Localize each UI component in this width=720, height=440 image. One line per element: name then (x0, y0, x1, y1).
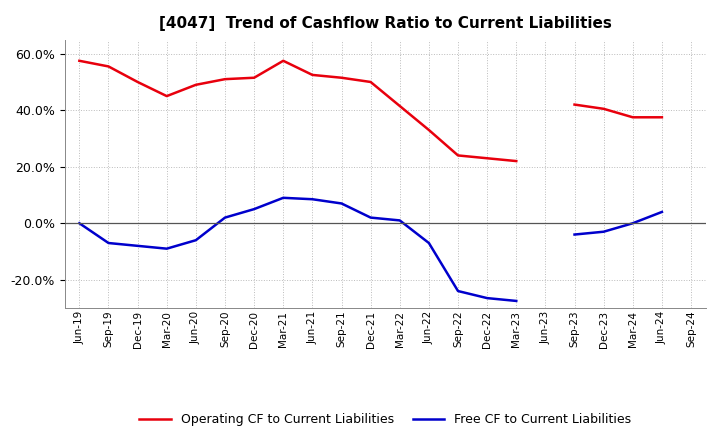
Free CF to Current Liabilities (75, 220, 84, 226)
Free CF to Current Liabilities (192, 238, 200, 243)
Free CF to Current Liabilities (425, 240, 433, 246)
Legend: Operating CF to Current Liabilities, Free CF to Current Liabilities: Operating CF to Current Liabilities, Fre… (135, 407, 636, 431)
Free CF to Current Liabilities (279, 195, 287, 201)
Operating CF to Current Liabilities (163, 93, 171, 99)
Operating CF to Current Liabilities (425, 127, 433, 132)
Line: Operating CF to Current Liabilities: Operating CF to Current Liabilities (79, 61, 516, 161)
Free CF to Current Liabilities (163, 246, 171, 251)
Operating CF to Current Liabilities (104, 64, 113, 69)
Free CF to Current Liabilities (337, 201, 346, 206)
Free CF to Current Liabilities (454, 288, 462, 293)
Operating CF to Current Liabilities (337, 75, 346, 81)
Free CF to Current Liabilities (250, 206, 258, 212)
Free CF to Current Liabilities (220, 215, 229, 220)
Free CF to Current Liabilities (104, 240, 113, 246)
Operating CF to Current Liabilities (75, 58, 84, 63)
Operating CF to Current Liabilities (454, 153, 462, 158)
Free CF to Current Liabilities (133, 243, 142, 249)
Free CF to Current Liabilities (512, 298, 521, 304)
Operating CF to Current Liabilities (512, 158, 521, 164)
Operating CF to Current Liabilities (220, 77, 229, 82)
Operating CF to Current Liabilities (250, 75, 258, 81)
Operating CF to Current Liabilities (366, 79, 375, 84)
Operating CF to Current Liabilities (395, 103, 404, 109)
Free CF to Current Liabilities (395, 218, 404, 223)
Line: Free CF to Current Liabilities: Free CF to Current Liabilities (79, 198, 516, 301)
Title: [4047]  Trend of Cashflow Ratio to Current Liabilities: [4047] Trend of Cashflow Ratio to Curren… (159, 16, 611, 32)
Operating CF to Current Liabilities (192, 82, 200, 88)
Free CF to Current Liabilities (366, 215, 375, 220)
Free CF to Current Liabilities (308, 197, 317, 202)
Operating CF to Current Liabilities (279, 58, 287, 63)
Free CF to Current Liabilities (483, 296, 492, 301)
Operating CF to Current Liabilities (483, 156, 492, 161)
Operating CF to Current Liabilities (133, 79, 142, 84)
Operating CF to Current Liabilities (308, 72, 317, 77)
